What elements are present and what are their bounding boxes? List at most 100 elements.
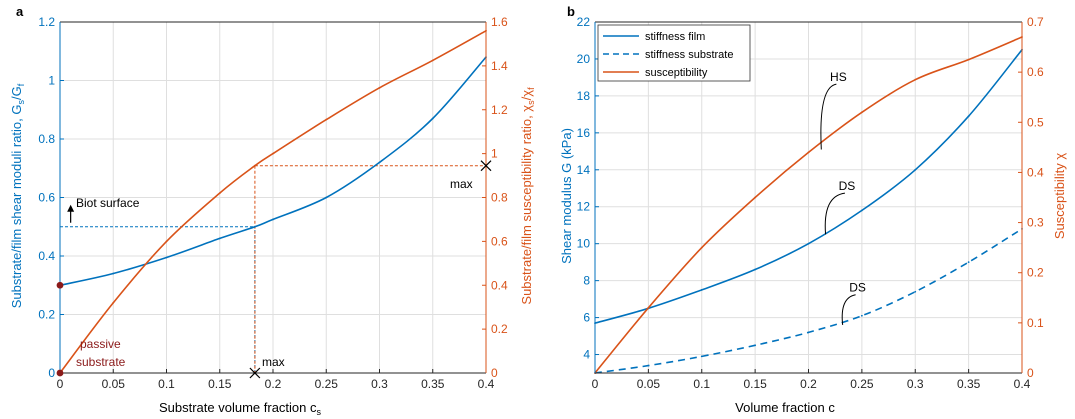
panel-b-x-tick-label-6: 0.3 bbox=[907, 377, 924, 391]
panel-b-series-0-point-6 bbox=[914, 168, 917, 171]
panel-a-x-tick-label-7: 0.35 bbox=[421, 377, 445, 391]
panel-b-series-2-point-5 bbox=[860, 111, 863, 114]
panel-b-right-tick-label-7: 0.7 bbox=[1027, 15, 1044, 29]
panel-b-series-2-point-1 bbox=[647, 306, 650, 309]
panel-a-right-tick-label-1: 0.2 bbox=[491, 322, 508, 336]
panel-b-right-tick-label-1: 0.1 bbox=[1027, 316, 1044, 330]
panel-a-series-1-point-8 bbox=[431, 59, 434, 62]
panel-a-series-1-point-2 bbox=[165, 240, 168, 243]
panel-b-left-tick-label-4: 12 bbox=[577, 200, 591, 214]
panel-a-x-tick-label-5: 0.25 bbox=[315, 377, 339, 391]
panel-a-right-tick-label-5: 1 bbox=[491, 147, 498, 161]
panel-a-right-tick-label-7: 1.4 bbox=[491, 59, 508, 73]
panel-a-x-tick-label-6: 0.3 bbox=[371, 377, 388, 391]
panel-b-left-tick-label-9: 22 bbox=[577, 15, 591, 29]
panel-a-series-0-point-5 bbox=[272, 218, 274, 221]
passive-label-line2: substrate bbox=[76, 355, 126, 369]
panel-b-x-tick-label-4: 0.2 bbox=[800, 377, 817, 391]
panel-b-annotation-pointer-2 bbox=[841, 294, 856, 326]
panel-b-annotation-label-2: DS bbox=[849, 281, 866, 295]
panel-a-series-0-point-4 bbox=[253, 225, 256, 228]
panel-b-series-1-point-7 bbox=[967, 261, 970, 264]
panel-a-series-1-point-3 bbox=[218, 192, 221, 195]
panel-a: 0 0.05 0.1 0.15 0.2 0.25 0.3 0.35 0.400.20.40.60… bbox=[9, 4, 536, 417]
panel-b-annotation-label-0: HS bbox=[830, 70, 847, 84]
panel-b-left-tick-label-7: 18 bbox=[577, 89, 591, 103]
panel-b-annotation-pointer-0 bbox=[820, 83, 837, 150]
panel-b-axes: 0 0.05 0.1 0.15 0.2 0.25 0.3 0.35 0.4 4 6 8 10 12 14 16… bbox=[577, 15, 1044, 391]
panel-a-guide-lines bbox=[60, 165, 486, 373]
panel-b-right-tick-label-4: 0.4 bbox=[1027, 165, 1044, 179]
panel-b-series-1-point-5 bbox=[860, 314, 863, 317]
panel-a-left-tick-label-2: 0.4 bbox=[38, 249, 55, 263]
panel-a-series-0-point-3 bbox=[218, 237, 221, 240]
panel-a-right-y-axis-label: Substrate/film susceptibility ratio, χs/… bbox=[519, 87, 536, 305]
max-right-marker bbox=[480, 160, 492, 172]
panel-b-x-tick-label-3: 0.15 bbox=[743, 377, 767, 391]
panel-a-x-tick-label-8: 0.4 bbox=[478, 377, 495, 391]
panel-b-series-2-point-6 bbox=[914, 78, 917, 81]
panel-b-series-0-point-2 bbox=[700, 288, 703, 291]
panel-a-left-tick-label-5: 1 bbox=[48, 74, 55, 88]
panel-b-series-1-point-3 bbox=[754, 344, 757, 347]
panel-b-right-y-axis-label: Susceptibility χ bbox=[1052, 153, 1067, 239]
panel-b-series-2-point-7 bbox=[967, 58, 970, 61]
panel-b-series-2-point-2 bbox=[700, 246, 703, 249]
panel-b-series-1-point-4 bbox=[807, 331, 810, 334]
panel-b-series-line-0 bbox=[594, 49, 1023, 324]
panel-a-series-1-point-4 bbox=[253, 164, 256, 167]
panel-a-x-tick-label-3: 0.15 bbox=[208, 377, 232, 391]
panel-a-x-tick-label-2: 0.1 bbox=[158, 377, 175, 391]
panel-b-left-tick-label-2: 8 bbox=[583, 274, 590, 288]
panel-a-series-0-point-2 bbox=[165, 256, 168, 259]
panel-b-series-0-point-7 bbox=[967, 115, 970, 118]
panel-b-series-line-2 bbox=[594, 36, 1023, 374]
panel-b-left-tick-label-3: 10 bbox=[577, 237, 591, 251]
panel-b-series-1-point-6 bbox=[914, 290, 917, 293]
panel-a-letter: a bbox=[16, 4, 24, 19]
panel-a-right-tick-label-6: 1.2 bbox=[491, 103, 508, 117]
panel-b-x-tick-label-5: 0.25 bbox=[850, 377, 874, 391]
biot-arrow-head bbox=[67, 204, 75, 212]
panel-b-annotation-pointer-1 bbox=[824, 192, 846, 235]
panel-a-series-1-point-1 bbox=[112, 301, 115, 304]
panel-a-right-tick-label-3: 0.6 bbox=[491, 234, 508, 248]
panel-a-x-tick-label-0: 0 bbox=[57, 377, 64, 391]
panel-b-right-tick-label-0: 0 bbox=[1027, 366, 1034, 380]
panel-a-left-tick-label-6: 1.2 bbox=[38, 15, 55, 29]
panel-b-x-axis-label: Volume fraction c bbox=[735, 400, 835, 415]
panel-b-x-tick-label-7: 0.35 bbox=[957, 377, 981, 391]
panel-a-series bbox=[59, 29, 487, 374]
panel-a-left-tick-label-4: 0.8 bbox=[38, 132, 55, 146]
panel-a-series-1-point-5 bbox=[272, 152, 274, 155]
legend-label-stiffness-film: stiffness film bbox=[645, 31, 705, 43]
biot-surface-label: Biot surface bbox=[76, 196, 140, 210]
max-bottom-marker bbox=[249, 367, 261, 379]
panel-b-series-0-point-3 bbox=[754, 268, 757, 271]
panel-b-right-tick-label-3: 0.3 bbox=[1027, 216, 1044, 230]
max-right-marker-stroke-2 bbox=[480, 160, 492, 172]
max-bottom-marker-stroke-2 bbox=[249, 367, 261, 379]
panel-a-x-tick-label-4: 0.2 bbox=[265, 377, 282, 391]
panel-b-left-tick-label-5: 14 bbox=[577, 163, 591, 177]
panel-a-right-tick-label-0: 0 bbox=[491, 366, 498, 380]
panel-b-left-y-axis-label: Shear modulus G (kPa) bbox=[559, 128, 574, 264]
panel-b-left-tick-label-6: 16 bbox=[577, 126, 591, 140]
panel-a-series-0-point-1 bbox=[112, 272, 115, 275]
passive-label-line1: passive bbox=[80, 337, 121, 351]
panel-b-x-tick-label-0: 0 bbox=[592, 377, 599, 391]
max-bottom-label: max bbox=[262, 355, 285, 369]
panel-b-series-1-point-2 bbox=[700, 355, 703, 358]
panel-a-series-line-1 bbox=[59, 30, 487, 374]
panel-b-right-tick-label-6: 0.6 bbox=[1027, 65, 1044, 79]
panel-b-series-2-point-3 bbox=[754, 196, 757, 199]
panel-a-x-tick-label-1: 0.05 bbox=[102, 377, 126, 391]
panel-a-series-1-point-7 bbox=[378, 86, 381, 89]
panel-a-right-tick-label-2: 0.4 bbox=[491, 278, 508, 292]
legend-label-susceptibility: susceptibility bbox=[645, 67, 708, 79]
panel-b-x-tick-label-8: 0.4 bbox=[1014, 377, 1031, 391]
panel-b-annotation-label-1: DS bbox=[839, 179, 856, 193]
panel-b-left-tick-label-0: 4 bbox=[583, 348, 590, 362]
panel-a-left-tick-label-1: 0.2 bbox=[38, 308, 55, 322]
